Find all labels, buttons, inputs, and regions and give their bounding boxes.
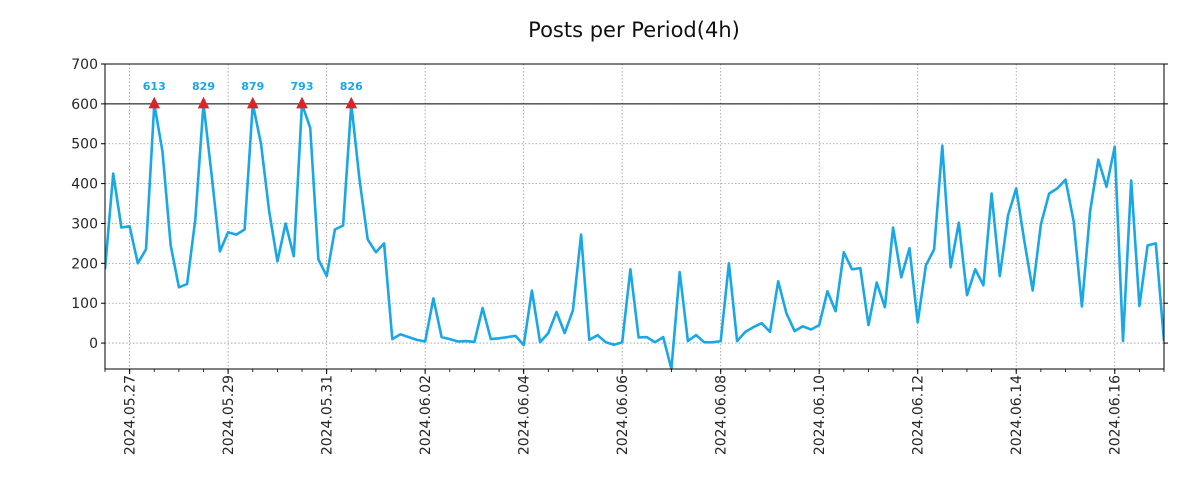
x-tick-label: 2024.05.31 (320, 375, 336, 455)
peak-label: 879 (241, 80, 264, 93)
x-tick-label: 2024.06.14 (1009, 375, 1025, 455)
y-tick-label: 200 (71, 256, 98, 272)
peak-label: 826 (340, 80, 363, 93)
x-tick-label: 2024.06.16 (1108, 375, 1124, 455)
x-tick-label: 2024.05.29 (221, 375, 237, 455)
x-tick-label: 2024.06.02 (418, 375, 434, 455)
x-axis: 2024.05.27 2024.05.29 2024.05.31 2024.06.02… (104, 369, 1165, 455)
x-tick-label: 2024.06.06 (615, 375, 631, 455)
peak-marker (246, 96, 259, 109)
peak-marker (197, 96, 210, 109)
y-tick-label: 0 (89, 336, 98, 352)
x-tick-label: 2024.05.27 (123, 375, 139, 455)
y-tick-label: 500 (71, 137, 98, 153)
y-tick-label: 700 (71, 57, 98, 73)
x-tick-label: 2024.06.08 (714, 375, 730, 455)
peak-label: 793 (291, 80, 314, 93)
series (105, 102, 1164, 369)
grid (105, 63, 1164, 369)
peaks: 613 829 879 793 826 (143, 80, 363, 109)
y-axis: 0 100 200 300 400 500 600 700 (71, 57, 1168, 352)
plot-frame (104, 63, 1165, 370)
peak-marker (148, 96, 161, 109)
x-tick-label: 2024.06.12 (911, 375, 927, 455)
y-tick-label: 100 (71, 296, 98, 312)
y-tick-label: 600 (71, 97, 98, 113)
y-tick-label: 400 (71, 177, 98, 193)
peak-label: 829 (192, 80, 215, 93)
x-tick-label: 2024.06.10 (812, 375, 828, 455)
series-line-posts (105, 102, 1164, 369)
x-tick-label: 2024.06.04 (517, 375, 533, 455)
peak-marker (345, 96, 358, 109)
y-tick-label: 300 (71, 216, 98, 232)
peak-label: 613 (143, 80, 166, 93)
chart-title: Posts per Period(4h) (528, 18, 740, 42)
peak-marker (296, 96, 308, 109)
